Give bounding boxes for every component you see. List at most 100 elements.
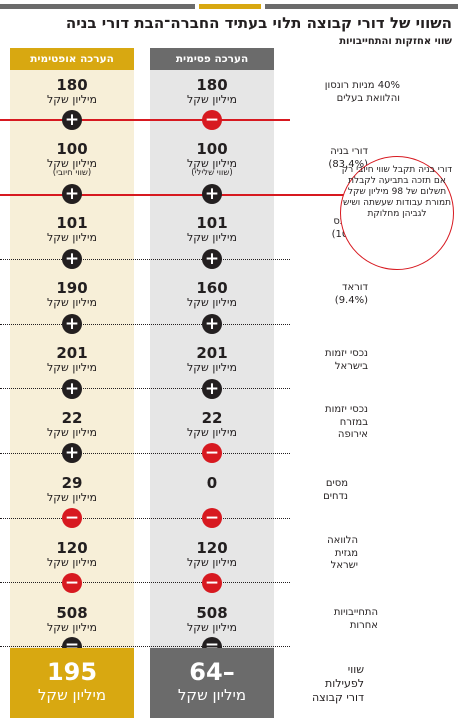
optimistic-cell: 22 מיליון שקל	[10, 409, 134, 439]
pessimistic-cell: 180 מיליון שקל	[150, 76, 274, 106]
pessimistic-column-header: הערכה פסימית	[150, 48, 274, 70]
pessimistic-cell: 508 מיליון שקל	[150, 604, 274, 634]
optimistic-cell: 101 מיליון שקל	[10, 214, 134, 244]
pessimistic-cell: 101 מיליון שקל	[150, 214, 274, 244]
optimistic-cell: 120 מיליון שקל	[10, 539, 134, 569]
cell-unit: מיליון שקל	[47, 490, 97, 504]
cell-unit: מיליון שקל	[47, 620, 97, 634]
separator-dotted-line	[0, 582, 290, 583]
separator-dotted-line	[0, 453, 290, 454]
optimistic-cell: 100 מיליון שקל (שווי חיובי)	[10, 140, 134, 179]
separator-dotted-line	[0, 324, 290, 325]
cell-value: 508	[56, 604, 88, 622]
plus-icon: +	[62, 379, 82, 399]
optimistic-final-box: 195 מיליון שקל	[10, 648, 134, 718]
final-label: שווי לפעילות דורי קבוצה	[311, 663, 364, 704]
cell-unit: מיליון שקל	[187, 230, 237, 244]
cell-unit: מיליון שקל	[187, 295, 237, 309]
cell-unit: מיליון שקל	[47, 425, 97, 439]
cell-unit: מיליון שקל	[187, 620, 237, 634]
page-title: השווי של דורי קבוצה תלוי בעתיד החברה־הבת…	[65, 14, 452, 32]
cell-value: 190	[56, 279, 88, 297]
cell-value: 29	[61, 474, 83, 492]
minus-icon: −	[62, 508, 82, 528]
cell-value: 201	[56, 344, 88, 362]
cell-unit: מיליון שקל	[47, 156, 97, 170]
optimistic-cell: 190 מיליון שקל	[10, 279, 134, 309]
final-value: 195	[46, 658, 98, 686]
plus-icon: +	[202, 184, 222, 204]
row-label: נכסי יזמות בישראל	[325, 348, 368, 372]
separator-dotted-line	[0, 259, 290, 260]
header-bar-gray-right	[265, 4, 458, 9]
minus-icon: −	[202, 573, 222, 593]
pessimistic-cell: 22 מיליון שקל	[150, 409, 274, 439]
pessimistic-cell: 201 מיליון שקל	[150, 345, 274, 374]
row-label: הלוואה מגזית ישראל	[327, 535, 358, 571]
cell-value: 101	[196, 214, 228, 232]
cell-value: 120	[56, 539, 88, 557]
plus-icon: +	[62, 314, 82, 334]
minus-icon: −	[202, 110, 222, 130]
cell-unit: מיליון שקל	[47, 360, 97, 374]
row-label: מסים נדחים	[323, 478, 348, 502]
cell-value: 120	[196, 539, 228, 557]
cell-value: 508	[196, 604, 228, 622]
cell-value: 100	[56, 140, 88, 158]
header-bar-gray-left	[0, 4, 195, 9]
row-label: התחייבויות אחרות	[333, 607, 378, 631]
final-unit: מיליון שקל	[177, 686, 247, 704]
plus-icon: +	[202, 314, 222, 334]
cell-unit: מיליון שקל	[47, 92, 97, 106]
callout-circle	[340, 156, 454, 270]
cell-value: 22	[201, 409, 223, 427]
pessimistic-final-box: 64– מיליון שקל	[150, 648, 274, 718]
cell-unit: מיליון שקל	[47, 230, 97, 244]
cell-unit: מיליון שקל	[187, 425, 237, 439]
row-label: 40% מניות רונסון והלוואת בעלים	[324, 80, 400, 104]
cell-value: 101	[56, 214, 88, 232]
plus-icon: +	[202, 249, 222, 269]
cell-unit: מיליון שקל	[187, 156, 237, 170]
final-unit: מיליון שקל	[37, 686, 107, 704]
row-label: נכסי יזמות במזרח אירופה	[325, 404, 368, 440]
optimistic-column-header: הערכה אופטימית	[10, 48, 134, 70]
cell-unit: מיליון שקל	[187, 555, 237, 569]
optimistic-cell: 201 מיליון שקל	[10, 344, 134, 374]
minus-icon: −	[202, 508, 222, 528]
cell-unit: מיליון שקל	[47, 295, 97, 309]
plus-icon: +	[62, 443, 82, 463]
optimistic-cell: 508 מיליון שקל	[10, 604, 134, 634]
cell-value: 22	[61, 409, 83, 427]
cell-value: 180	[56, 76, 88, 94]
separator-dotted-line	[0, 388, 290, 389]
separator-dotted-line	[0, 518, 290, 519]
callout-text: דורי בניה תקבל שווי חיובי רק אם תזכה בתב…	[341, 165, 453, 219]
pessimistic-cell: 100 מיליון שקל (שווי שלילי)	[150, 140, 274, 179]
cell-value: 0	[206, 474, 218, 492]
cell-value: 160	[196, 279, 228, 297]
pessimistic-cell: 160 מיליון שקל	[150, 279, 274, 309]
pessimistic-cell: 0	[150, 474, 274, 492]
pessimistic-cell: 120 מיליון שקל	[150, 539, 274, 569]
plus-icon: +	[62, 110, 82, 130]
header-bar-gold	[199, 4, 261, 9]
optimistic-cell: 29 מיליון שקל	[10, 474, 134, 504]
cell-note: (שווי שלילי)	[191, 168, 233, 179]
separator-red-line-1	[0, 119, 290, 121]
page-subtitle: שווי אחזקות והתחייבויות	[339, 36, 452, 47]
plus-icon: +	[202, 379, 222, 399]
cell-value: 100	[196, 140, 228, 158]
minus-icon: −	[62, 573, 82, 593]
separator-red-line-2	[0, 194, 355, 196]
cell-note: (שווי חיובי)	[52, 168, 92, 179]
plus-icon: +	[62, 249, 82, 269]
cell-unit: מיליון שקל	[47, 555, 97, 569]
separator-dotted-line	[0, 646, 290, 647]
cell-unit: מיליון שקל	[187, 360, 237, 374]
final-value: 64–	[189, 658, 235, 686]
optimistic-cell: 180 מיליון שקל	[10, 76, 134, 106]
cell-unit: מיליון שקל	[187, 92, 237, 106]
cell-value: 180	[196, 76, 228, 94]
row-label: דוראד (9.4%)	[334, 282, 368, 306]
